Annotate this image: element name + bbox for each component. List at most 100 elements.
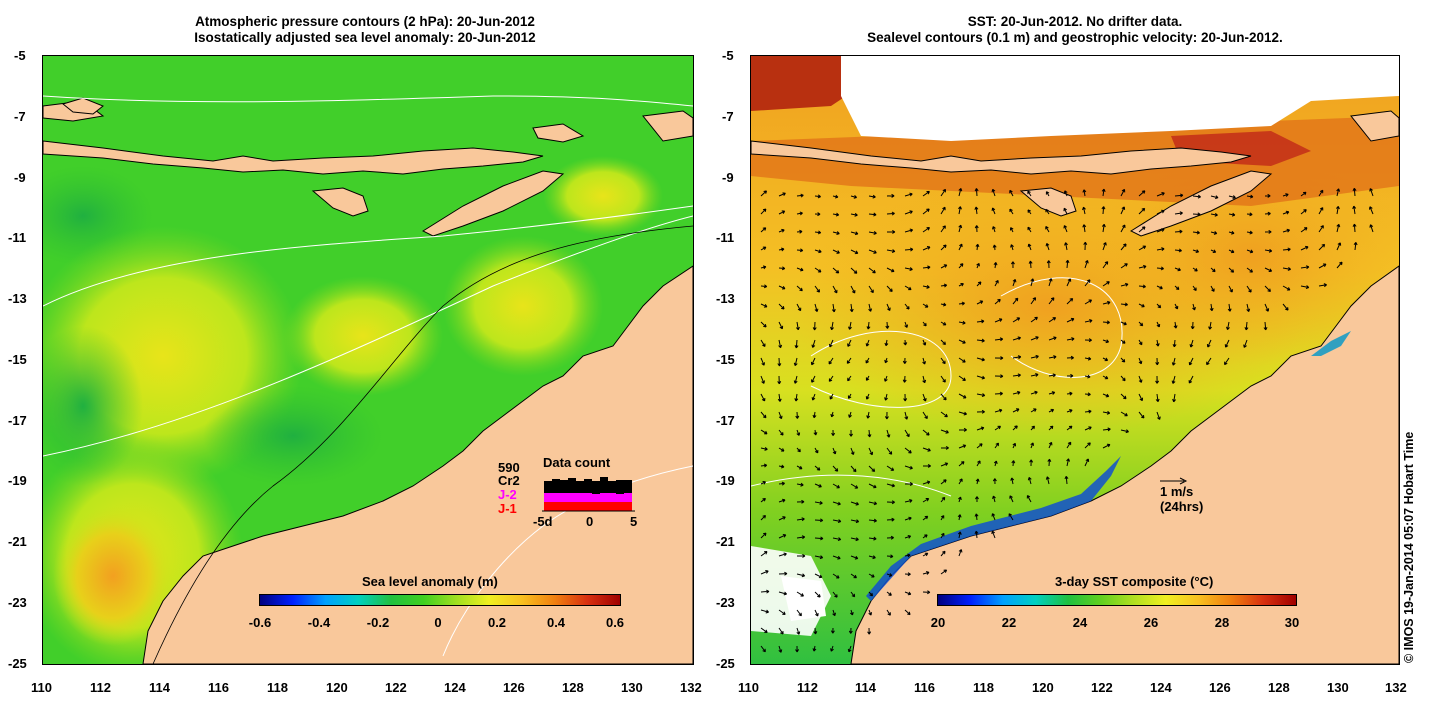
velocity-arrow bbox=[904, 411, 909, 420]
data-count-number: 590 bbox=[498, 460, 520, 475]
velocity-arrow bbox=[1009, 227, 1014, 233]
velocity-arrow bbox=[976, 338, 985, 343]
velocity-arrow bbox=[958, 224, 963, 233]
left-x-tick: 132 bbox=[680, 680, 702, 695]
velocity-arrow bbox=[1082, 224, 1087, 233]
velocity-arrow bbox=[994, 337, 1004, 342]
velocity-arrow bbox=[778, 516, 786, 521]
velocity-arrow bbox=[1246, 249, 1254, 254]
data-count-bar bbox=[552, 493, 560, 502]
velocity-arrow bbox=[1228, 212, 1236, 217]
velocity-arrow bbox=[850, 285, 856, 294]
velocity-arrow bbox=[976, 357, 985, 362]
velocity-arrow bbox=[922, 515, 929, 521]
velocity-arrow bbox=[992, 478, 997, 485]
velocity-arrow bbox=[958, 411, 967, 416]
velocity-arrow bbox=[868, 465, 876, 472]
velocity-arrow bbox=[810, 357, 816, 366]
velocity-arrow bbox=[886, 554, 894, 559]
velocity-key-speed: 1 m/s bbox=[1160, 484, 1194, 499]
velocity-arrow bbox=[1228, 285, 1233, 293]
velocity-arrow bbox=[1101, 188, 1106, 197]
velocity-arrow bbox=[760, 190, 768, 197]
left-y-tick: -21 bbox=[8, 534, 27, 549]
velocity-arrow bbox=[976, 262, 980, 269]
velocity-arrow bbox=[796, 229, 803, 234]
velocity-arrow bbox=[777, 393, 782, 402]
velocity-arrow bbox=[1102, 393, 1110, 398]
data-count-bar bbox=[544, 481, 552, 493]
velocity-arrow bbox=[1120, 188, 1126, 197]
velocity-arrow bbox=[940, 206, 946, 215]
velocity-arrow bbox=[1045, 226, 1050, 233]
velocity-arrow bbox=[847, 645, 852, 653]
velocity-arrow bbox=[1009, 495, 1014, 503]
velocity-arrow bbox=[884, 339, 889, 347]
velocity-arrow bbox=[1190, 321, 1195, 330]
velocity-arrow bbox=[850, 519, 860, 524]
velocity-arrow bbox=[830, 321, 834, 331]
right-x-tick: 112 bbox=[797, 680, 818, 695]
velocity-arrow bbox=[1192, 267, 1198, 272]
velocity-arrow bbox=[1120, 263, 1128, 269]
velocity-arrow bbox=[1174, 267, 1181, 272]
left-colorbar-label: 0.2 bbox=[487, 615, 507, 630]
velocity-arrow bbox=[1300, 209, 1307, 215]
velocity-arrow bbox=[994, 391, 1003, 396]
velocity-arrow bbox=[796, 248, 804, 253]
velocity-arrow bbox=[760, 645, 766, 653]
velocity-arrow bbox=[976, 281, 982, 287]
velocity-arrow bbox=[1156, 228, 1165, 233]
right-colorbar-label: 22 bbox=[1001, 615, 1017, 630]
velocity-arrow bbox=[904, 429, 910, 438]
velocity-arrow bbox=[1369, 188, 1374, 197]
velocity-arrow bbox=[940, 515, 945, 521]
velocity-arrow bbox=[1138, 190, 1146, 197]
velocity-arrow bbox=[958, 461, 965, 467]
velocity-arrow bbox=[1318, 207, 1324, 215]
velocity-arrow bbox=[922, 463, 931, 468]
velocity-arrow bbox=[1027, 209, 1032, 215]
velocity-arrow bbox=[1138, 321, 1144, 327]
mission-cr2-label: Cr2 bbox=[498, 473, 520, 488]
velocity-arrow bbox=[1048, 425, 1054, 431]
velocity-arrow bbox=[1138, 375, 1143, 383]
velocity-arrow bbox=[778, 228, 785, 233]
velocity-arrow bbox=[760, 551, 768, 557]
velocity-arrow bbox=[832, 573, 840, 579]
velocity-arrow bbox=[922, 265, 931, 270]
velocity-arrow bbox=[1246, 212, 1253, 217]
left-x-tick: 110 bbox=[31, 680, 52, 695]
velocity-arrow bbox=[1027, 190, 1032, 197]
velocity-arrow bbox=[1120, 393, 1127, 400]
velocity-arrow bbox=[1066, 458, 1071, 467]
velocity-arrow bbox=[1030, 442, 1035, 449]
velocity-arrow bbox=[994, 408, 1003, 413]
data-count-bar bbox=[608, 502, 616, 511]
velocity-arrow bbox=[778, 591, 788, 596]
velocity-arrow bbox=[940, 321, 947, 326]
velocity-arrow bbox=[886, 211, 895, 216]
velocity-arrow bbox=[778, 498, 786, 503]
velocity-arrow bbox=[850, 465, 857, 473]
velocity-arrow bbox=[778, 247, 785, 252]
velocity-arrow bbox=[904, 267, 913, 271]
velocity-arrow bbox=[884, 411, 889, 420]
right-colorbar-label: 30 bbox=[1284, 615, 1300, 630]
sst-map bbox=[750, 55, 1400, 665]
velocity-arrow bbox=[1064, 242, 1068, 251]
velocity-arrow bbox=[886, 285, 893, 292]
velocity-arrow bbox=[760, 321, 767, 328]
velocity-arrow bbox=[850, 249, 859, 255]
velocity-arrow bbox=[778, 303, 785, 310]
velocity-arrow bbox=[904, 321, 909, 328]
velocity-arrow bbox=[886, 591, 892, 596]
velocity-arrow bbox=[1172, 393, 1177, 403]
velocity-arrow bbox=[1045, 191, 1050, 197]
velocity-arrow bbox=[1264, 229, 1272, 234]
velocity-arrow bbox=[1318, 243, 1326, 251]
velocity-arrow bbox=[1084, 319, 1093, 323]
data-count-bar bbox=[560, 480, 568, 493]
velocity-arrow bbox=[1282, 210, 1290, 215]
left-colorbar-label: 0 bbox=[434, 615, 442, 630]
